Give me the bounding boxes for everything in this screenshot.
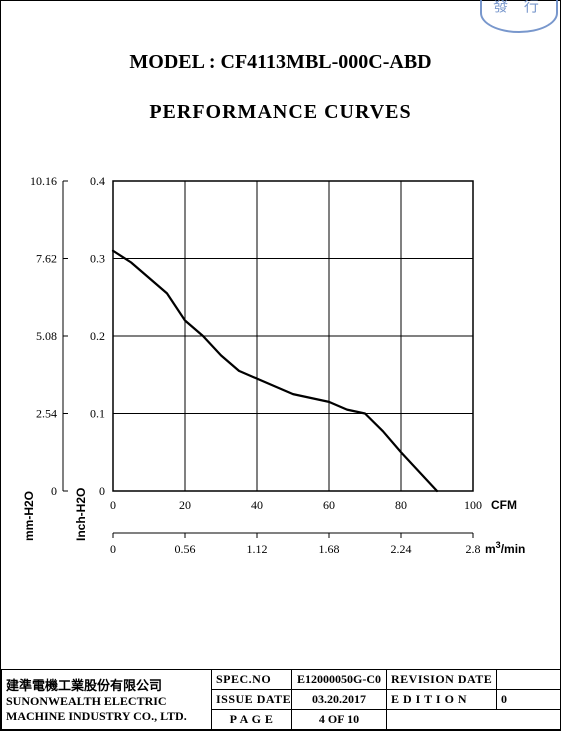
performance-chart: 0 0.1 0.2 0.3 0.4 0 2.54 5.08 7.62 10.16 0 20 40 60 80… — [21, 171, 541, 611]
datasheet-page: 發 行 MODEL : CF4113MBL-000C-ABD PERFORMAN… — [0, 0, 561, 731]
stamp-text: 發 行 — [493, 0, 545, 15]
spec-no-value: E12000050G-C0 — [292, 670, 387, 690]
svg-text:m3/min: m3/min — [485, 540, 525, 556]
issue-date-label: ISSUE DATE — [212, 690, 292, 710]
svg-text:2.24: 2.24 — [391, 542, 412, 556]
page-value: 4 OF 10 — [292, 710, 387, 730]
svg-text:0: 0 — [99, 484, 105, 498]
svg-text:0: 0 — [51, 484, 57, 498]
model-title: MODEL : CF4113MBL-000C-ABD — [1, 51, 560, 74]
svg-text:5.08: 5.08 — [36, 329, 57, 343]
svg-text:mm-H2O: mm-H2O — [22, 491, 36, 541]
revision-date-label: REVISION DATE — [387, 670, 497, 690]
svg-text:40: 40 — [251, 498, 263, 512]
page-label: P A G E — [212, 710, 292, 730]
svg-text:10.16: 10.16 — [30, 174, 57, 188]
revision-date-value — [497, 670, 561, 690]
company-name-cn: 建準電機工業股份有限公司 — [6, 675, 207, 694]
svg-text:7.62: 7.62 — [36, 252, 57, 266]
edition-label: E D I T I O N — [387, 690, 497, 710]
svg-text:1.68: 1.68 — [319, 542, 340, 556]
footer-table: 建準電機工業股份有限公司 SUNONWEALTH ELECTRIC MACHIN… — [1, 669, 561, 730]
approval-stamp: 發 行 — [480, 0, 558, 33]
company-cell: 建準電機工業股份有限公司 SUNONWEALTH ELECTRIC MACHIN… — [2, 670, 212, 730]
svg-text:0: 0 — [110, 498, 116, 512]
svg-text:0.2: 0.2 — [90, 329, 105, 343]
svg-text:60: 60 — [323, 498, 335, 512]
svg-text:0.56: 0.56 — [175, 542, 196, 556]
subtitle: PERFORMANCE CURVES — [1, 101, 560, 124]
svg-text:0.1: 0.1 — [90, 407, 105, 421]
company-name-en-1: SUNONWEALTH ELECTRIC — [6, 694, 207, 709]
edition-value: 0 — [497, 690, 561, 710]
svg-text:1.12: 1.12 — [247, 542, 268, 556]
svg-text:2.54: 2.54 — [36, 407, 57, 421]
svg-text:80: 80 — [395, 498, 407, 512]
svg-text:Inch-H2O: Inch-H2O — [74, 488, 88, 541]
spec-no-label: SPEC.NO — [212, 670, 292, 690]
footer-empty — [387, 710, 561, 730]
company-name-en-2: MACHINE INDUSTRY CO., LTD. — [6, 709, 207, 724]
issue-date-value: 03.20.2017 — [292, 690, 387, 710]
svg-text:100: 100 — [464, 498, 482, 512]
svg-text:CFM: CFM — [491, 498, 517, 512]
svg-text:0.3: 0.3 — [90, 252, 105, 266]
chart-svg: 0 0.1 0.2 0.3 0.4 0 2.54 5.08 7.62 10.16 0 20 40 60 80… — [21, 171, 541, 611]
svg-text:20: 20 — [179, 498, 191, 512]
svg-text:2.8: 2.8 — [466, 542, 481, 556]
svg-text:0: 0 — [110, 542, 116, 556]
svg-text:0.4: 0.4 — [90, 174, 105, 188]
